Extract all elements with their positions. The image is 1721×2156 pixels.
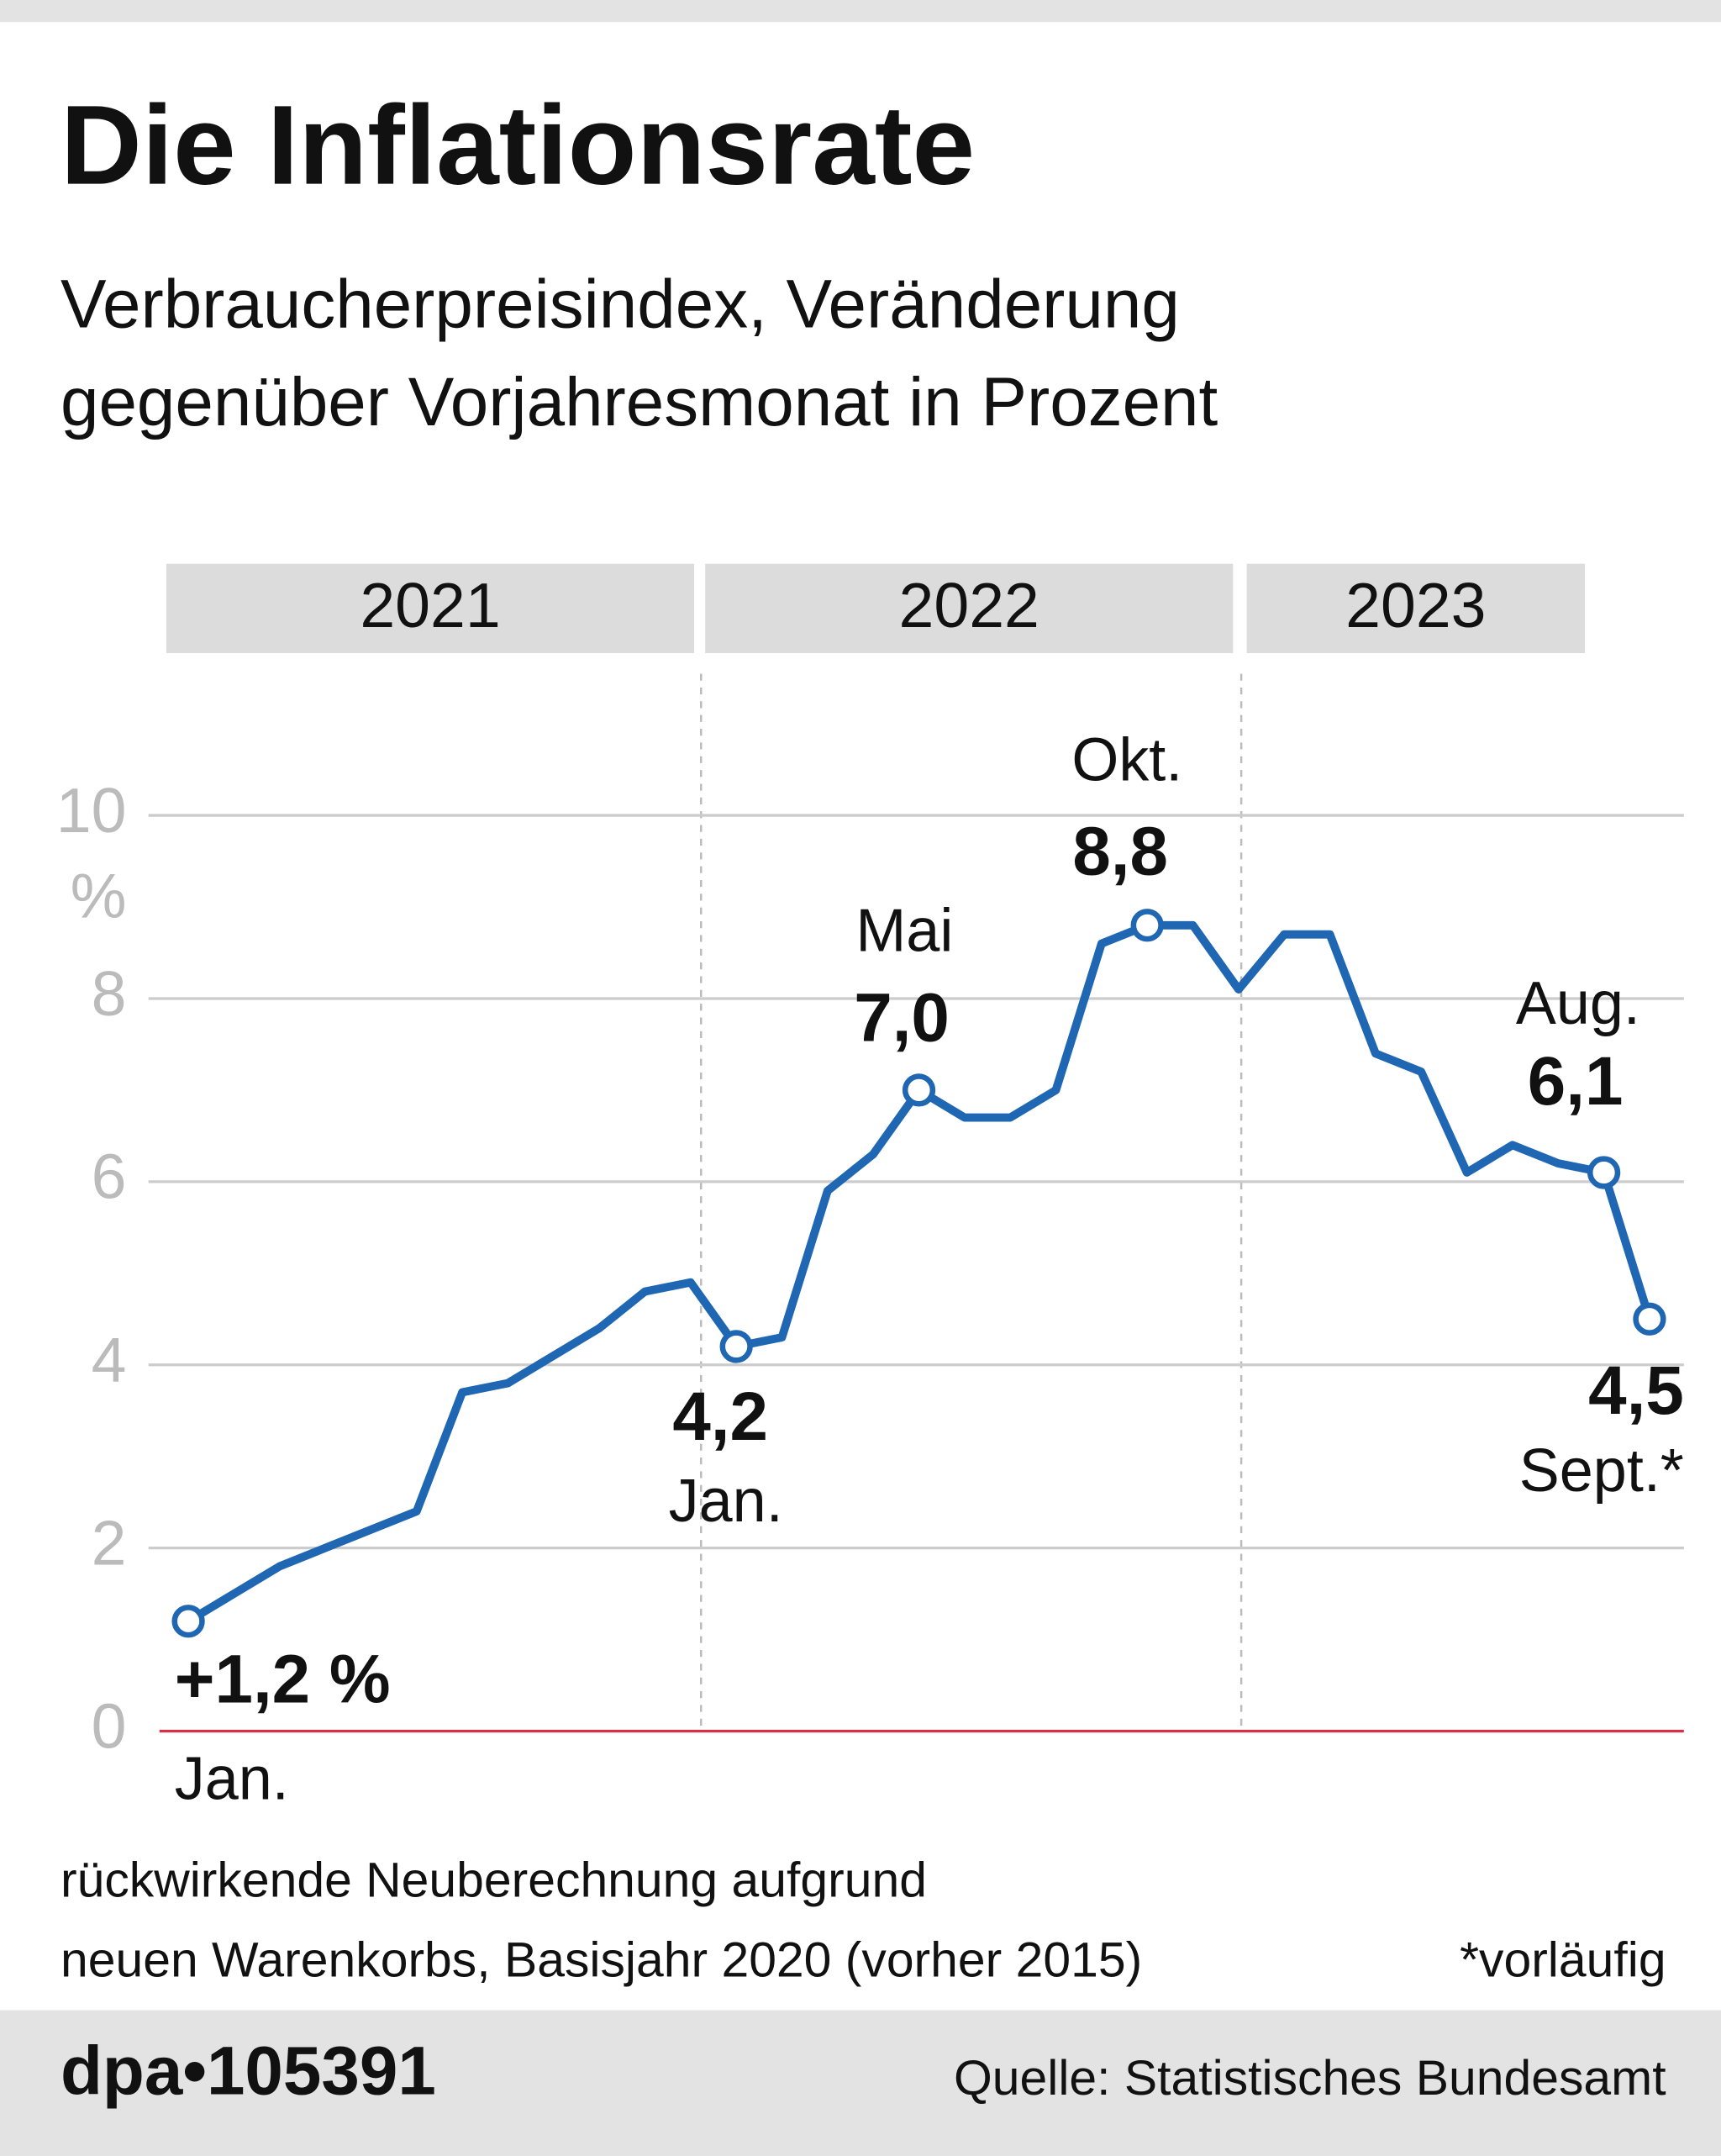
y-unit: %	[71, 860, 127, 930]
data-point	[1130, 909, 1164, 942]
footnote: neuen Warenkorbs, Basisjahr 2020 (vorher…	[61, 1932, 1142, 1987]
value-label: 7,0	[854, 980, 950, 1057]
data-point	[902, 1073, 936, 1107]
graphic-id: dpa•105391	[61, 2033, 436, 2110]
month-label: Sept.*	[1519, 1437, 1684, 1505]
y-tick-label: 2	[92, 1507, 127, 1578]
value-label: 4,5	[1588, 1352, 1684, 1429]
year-band	[1246, 563, 1586, 654]
month-label: Okt.	[1071, 727, 1182, 794]
top-bar	[0, 0, 1721, 23]
y-tick-label: 8	[92, 958, 127, 1029]
subtitle: Verbraucherpreisindex, Veränderung	[61, 266, 1180, 343]
subtitle: gegenüber Vorjahresmonat in Prozent	[61, 364, 1218, 440]
month-label: Mai	[855, 897, 953, 964]
footer-bar	[0, 2010, 1721, 2156]
month-label: Jan.	[669, 1468, 783, 1535]
year-band	[705, 563, 1234, 654]
month-label: Aug.	[1516, 970, 1640, 1037]
data-point	[1587, 1156, 1621, 1189]
y-tick-label: 4	[92, 1325, 127, 1395]
note: *vorläufig	[1460, 1932, 1666, 1987]
y-tick-label: 6	[92, 1141, 127, 1212]
month-label: Jan.	[175, 1746, 289, 1813]
year-label: 2021	[360, 570, 500, 640]
y-tick-label: 10	[56, 775, 127, 846]
year-label: 2023	[1345, 570, 1486, 640]
data-point	[1633, 1302, 1666, 1336]
chart-title: Die Inflationsrate	[61, 83, 975, 208]
value-label: 8,8	[1072, 814, 1168, 890]
data-point	[171, 1605, 205, 1638]
value-label: +1,2 %	[175, 1641, 391, 1717]
footnote: rückwirkende Neuberechnung aufgrund	[61, 1853, 927, 1908]
year-band	[166, 563, 695, 654]
source: Quelle: Statistisches Bundesamt	[954, 2051, 1666, 2106]
y-tick-label: 0	[92, 1690, 127, 1761]
value-label: 6,1	[1528, 1043, 1624, 1120]
data-point	[719, 1330, 753, 1363]
year-label: 2022	[899, 570, 1039, 640]
value-label: 4,2	[672, 1378, 768, 1455]
